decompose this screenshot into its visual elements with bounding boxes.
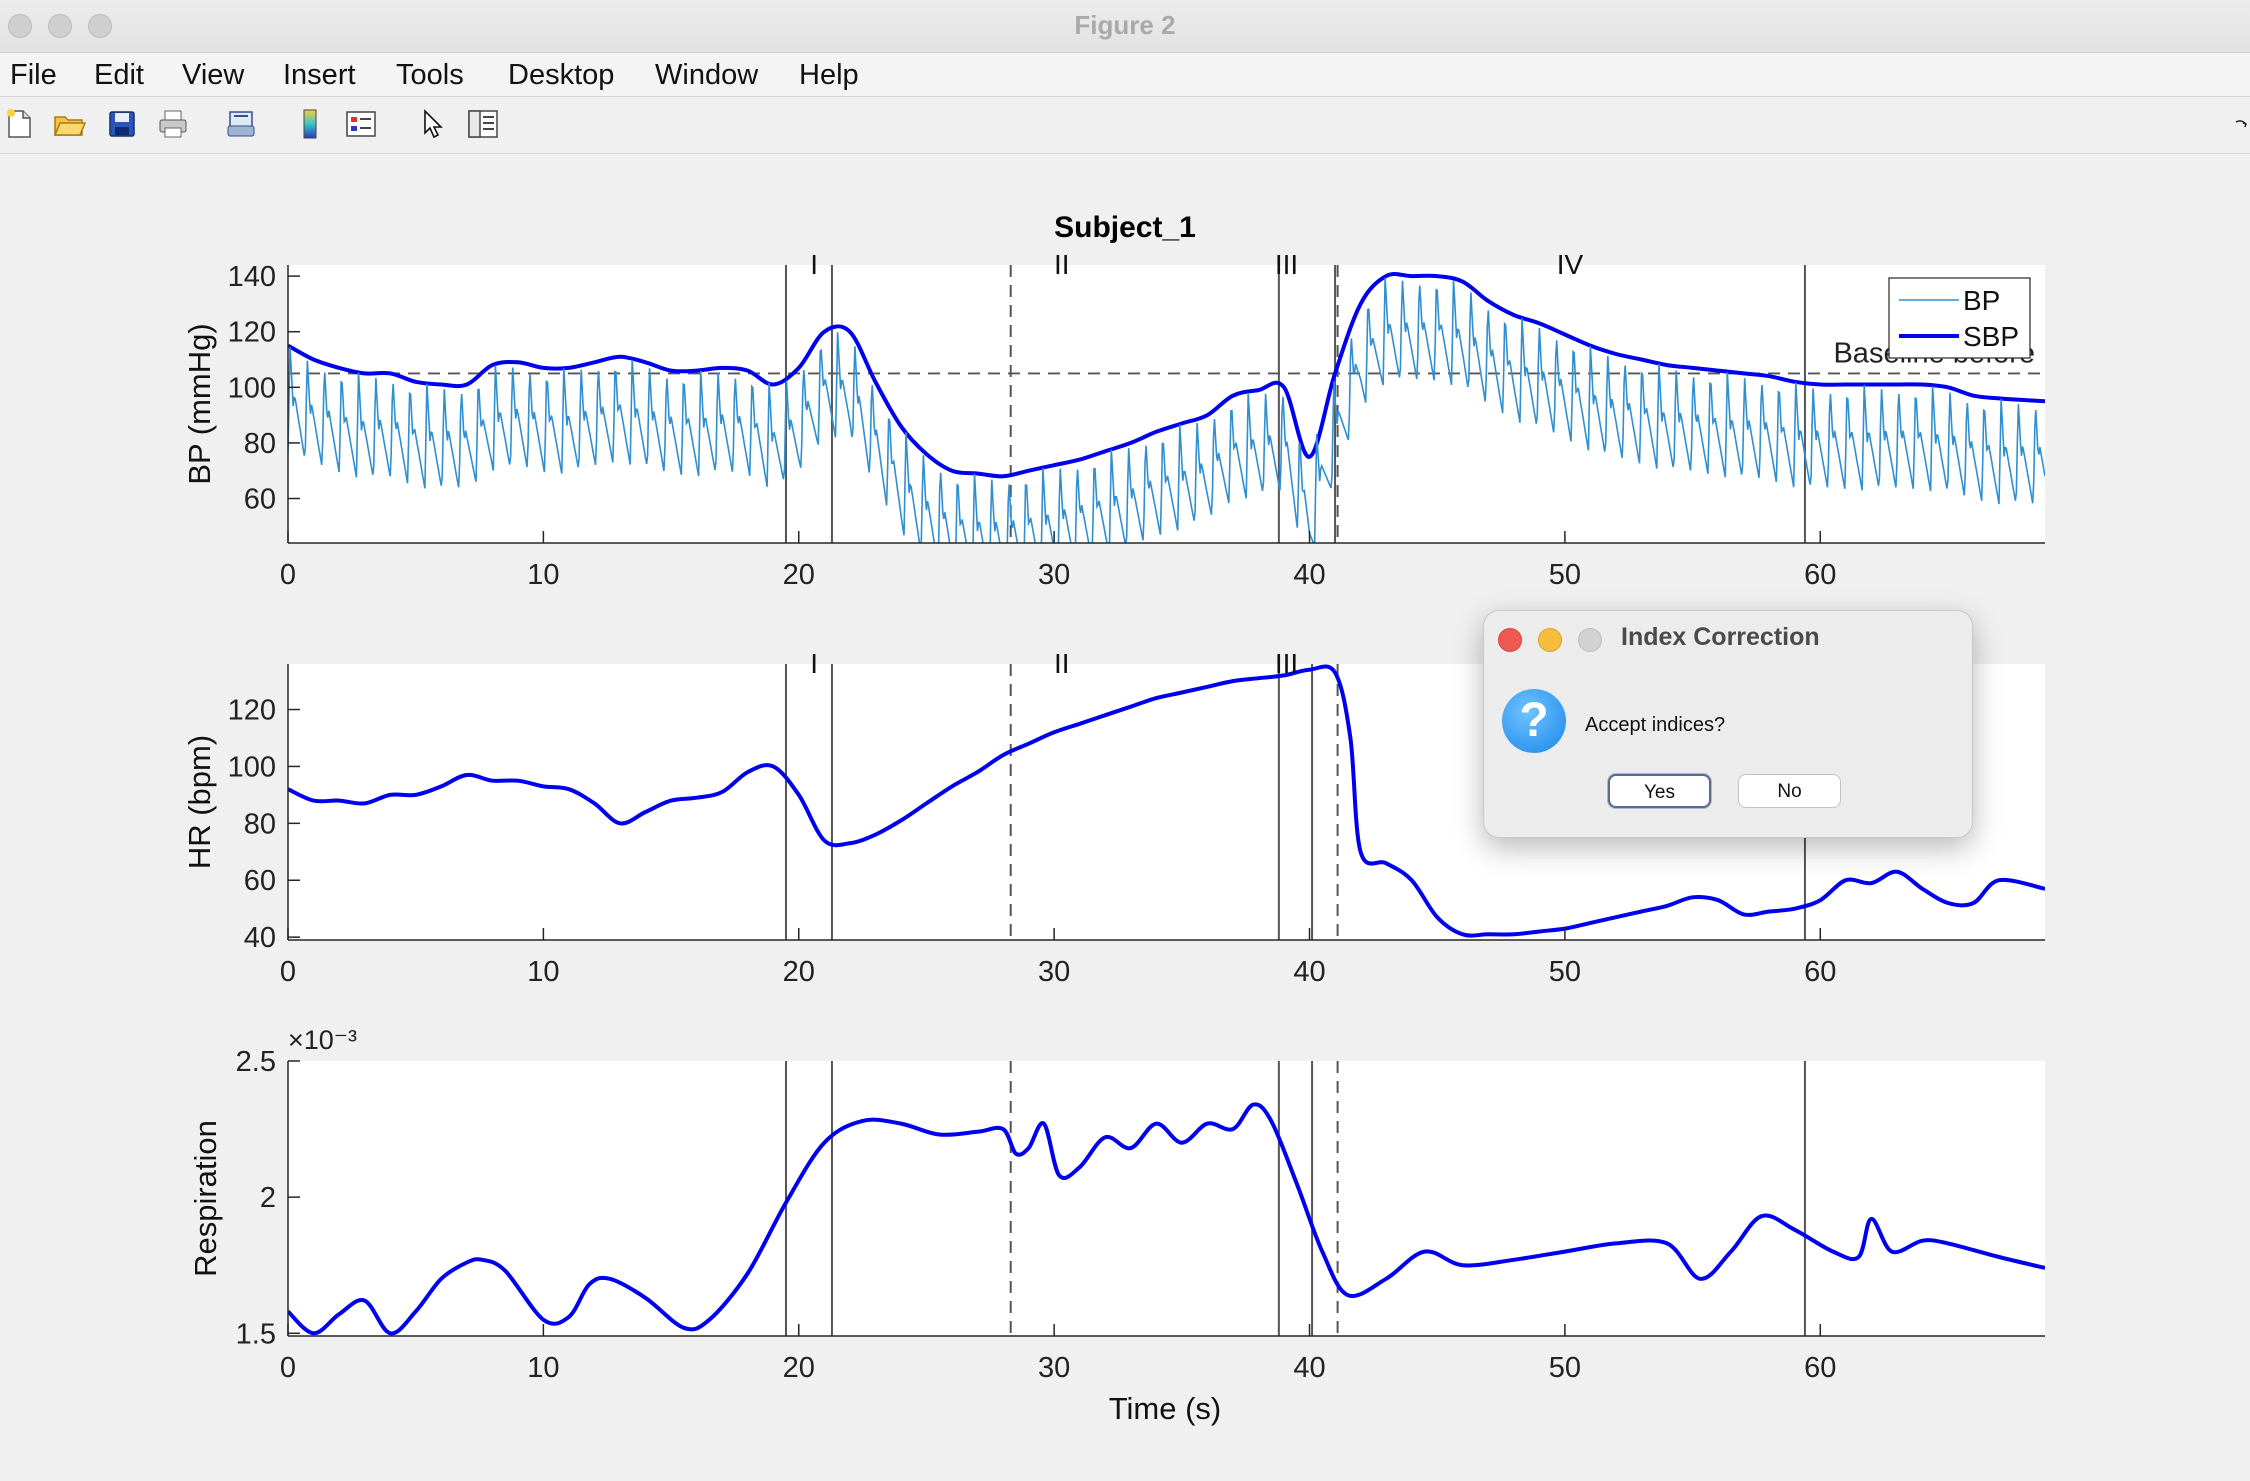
axes-background — [288, 1061, 2045, 1336]
y-axis-label: HR (bpm) — [182, 735, 217, 869]
phase-label: IV — [1557, 249, 1584, 280]
save-icon[interactable] — [105, 107, 139, 141]
x-tick-label: 30 — [1038, 956, 1070, 988]
dialog-message: Accept indices? — [1585, 714, 1726, 736]
legend: BP SBP — [1888, 277, 2031, 359]
x-tick-label: 50 — [1549, 1352, 1581, 1384]
menu-desktop[interactable]: Desktop — [508, 59, 615, 91]
legend-label: SBP — [1963, 321, 2019, 352]
y-tick-label: 40 — [244, 922, 276, 954]
dialog-close-button[interactable] — [1498, 628, 1522, 652]
new-file-icon[interactable] — [2, 107, 36, 141]
no-button[interactable]: No — [1738, 774, 1841, 808]
x-tick-label: 20 — [783, 559, 815, 591]
pointer-icon[interactable] — [416, 107, 450, 141]
phase-label: II — [1054, 249, 1070, 280]
x-tick-label: 20 — [783, 1352, 815, 1384]
property-inspector-icon[interactable] — [466, 107, 500, 141]
menu-help[interactable]: Help — [799, 59, 859, 91]
y-tick-label: 1.5 — [236, 1318, 276, 1350]
y-tick-label: 100 — [228, 372, 276, 404]
menu-edit[interactable]: Edit — [94, 59, 144, 91]
dialog-zoom-button[interactable] — [1578, 628, 1602, 652]
axes-background — [288, 265, 2045, 543]
respiration-line — [288, 1102, 2045, 1336]
x-tick-label: 20 — [783, 956, 815, 988]
y-axis-label: BP (mmHg) — [182, 323, 217, 484]
x-tick-label: 10 — [527, 956, 559, 988]
dialog-title: Index Correction — [1621, 623, 1820, 651]
x-tick-label: 60 — [1804, 1352, 1836, 1384]
y-tick-label: 60 — [244, 484, 276, 516]
x-axis-label: Time (s) — [1109, 1391, 1222, 1426]
x-tick-label: 10 — [527, 1352, 559, 1384]
menu-file[interactable]: File — [10, 59, 57, 91]
y-tick-label: 100 — [228, 751, 276, 783]
y-tick-label: 120 — [228, 317, 276, 349]
question-icon: ? — [1502, 689, 1566, 753]
sbp-line — [288, 272, 2045, 479]
x-tick-label: 0 — [280, 559, 296, 591]
x-tick-label: 30 — [1038, 559, 1070, 591]
menu-tools[interactable]: Tools — [396, 59, 464, 91]
y-tick-label: 80 — [244, 808, 276, 840]
y-axis-label: Respiration — [188, 1120, 223, 1277]
x-tick-label: 40 — [1293, 956, 1325, 988]
menu-insert[interactable]: Insert — [283, 59, 356, 91]
y-tick-label: 2 — [260, 1182, 276, 1214]
phase-label: III — [1275, 249, 1298, 280]
zoom-window-button[interactable] — [88, 14, 112, 38]
window-titlebar: Figure 2 — [0, 0, 2250, 53]
print-icon[interactable] — [156, 107, 190, 141]
y-tick-label: 80 — [244, 428, 276, 460]
x-tick-label: 30 — [1038, 1352, 1070, 1384]
x-tick-label: 10 — [527, 559, 559, 591]
colorbar-icon[interactable] — [293, 107, 327, 141]
menu-bar: File Edit View Insert Tools Desktop Wind… — [0, 53, 2250, 97]
x-tick-label: 60 — [1804, 559, 1836, 591]
legend-label: BP — [1963, 285, 2000, 316]
phase-label: III — [1275, 648, 1298, 679]
menu-view[interactable]: View — [182, 59, 245, 91]
toolbar-overflow-icon[interactable] — [2234, 117, 2248, 133]
y-tick-label: 2.5 — [236, 1046, 276, 1078]
legend-icon[interactable] — [344, 107, 378, 141]
x-tick-label: 60 — [1804, 956, 1836, 988]
hr-line — [288, 664, 2045, 938]
minimize-window-button[interactable] — [48, 14, 72, 38]
x-tick-label: 40 — [1293, 559, 1325, 591]
plot-area — [288, 1061, 2045, 1336]
phase-label: I — [810, 249, 818, 280]
x-tick-label: 40 — [1293, 1352, 1325, 1384]
close-window-button[interactable] — [8, 14, 32, 38]
y-exponent-label: ×10⁻³ — [288, 1025, 357, 1055]
y-tick-label: 60 — [244, 865, 276, 897]
x-tick-label: 0 — [280, 1352, 296, 1384]
yes-button[interactable]: Yes — [1608, 774, 1711, 808]
phase-label: II — [1054, 648, 1070, 679]
bp-waveform-line — [288, 277, 2045, 543]
window-title: Figure 2 — [1074, 10, 1176, 40]
print-preview-icon[interactable] — [224, 107, 258, 141]
legend-box — [1888, 277, 2031, 359]
dialog-minimize-button[interactable] — [1538, 628, 1562, 652]
menu-window[interactable]: Window — [655, 59, 759, 91]
index-correction-dialog: Index Correction ? Accept indices? Yes N… — [1483, 610, 1973, 838]
y-tick-label: 140 — [228, 261, 276, 293]
x-tick-label: 50 — [1549, 559, 1581, 591]
y-tick-label: 120 — [228, 695, 276, 727]
x-tick-label: 0 — [280, 956, 296, 988]
plot-area — [288, 265, 2045, 543]
phase-label: I — [810, 648, 818, 679]
x-tick-label: 50 — [1549, 956, 1581, 988]
figure-toolbar — [0, 97, 2250, 154]
open-folder-icon[interactable] — [52, 107, 86, 141]
figure-title: Subject_1 — [1054, 211, 1196, 244]
respiration-axes[interactable]: 0 10 20 30 40 50 60 1.5 2 2.5 Respiration ×10⁻³ — [188, 1025, 2045, 1384]
